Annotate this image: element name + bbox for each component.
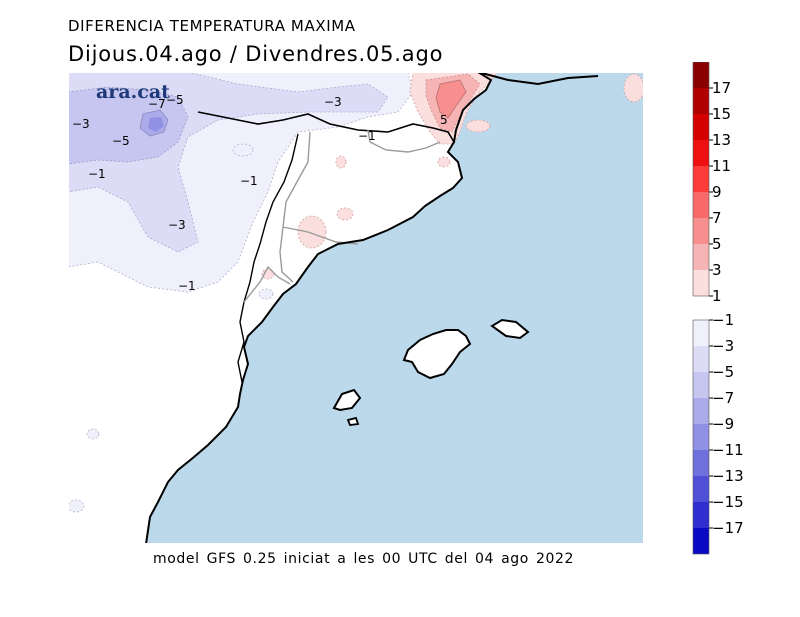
anomaly-neg-5 (68, 86, 189, 165)
colorbar-label: −3 (712, 337, 734, 355)
colorbar-label: −17 (712, 519, 744, 537)
colorbar-swatch (693, 450, 709, 476)
region-border (237, 133, 299, 383)
anomaly-neg-9 (148, 117, 164, 132)
anomaly-pos-patch (437, 156, 451, 168)
map-frame (68, 72, 644, 544)
colorbar-label: −9 (712, 415, 734, 433)
contour-label: 5 (440, 113, 448, 127)
colorbar-label: 7 (712, 209, 722, 227)
colorbar-label: −11 (712, 441, 744, 459)
colorbar-label: 15 (712, 105, 731, 123)
colorbar-swatch (693, 62, 709, 88)
anomaly-pos-patch (623, 73, 644, 103)
colorbar-label: −7 (712, 389, 734, 407)
anomaly-neg-patch (232, 143, 254, 157)
map-subtitle: Dijous.04.ago / Divendres.05.ago (68, 42, 444, 66)
contour-label: −3 (324, 95, 342, 109)
colorbar-swatch (693, 114, 709, 140)
menorca (490, 318, 530, 340)
colorbar-swatch (693, 166, 709, 192)
colorbar-swatch (693, 528, 709, 554)
contour-label: −1 (178, 279, 196, 293)
colorbar-frame-positive (692, 62, 710, 297)
colorbar-label: 13 (712, 131, 731, 149)
province-border (243, 129, 441, 303)
colorbar-label: −5 (712, 363, 734, 381)
colorbar-swatch (693, 140, 709, 166)
anomaly-pos-patch (335, 155, 347, 169)
temperature-map: ara.cat −7 −5 −3 −3 −5 −1 −1 −1 −3 −1 5 (68, 72, 644, 544)
contour-label: −1 (358, 129, 376, 143)
colorbar-swatch (693, 320, 709, 346)
map-title: DIFERENCIA TEMPERATURA MAXIMA (68, 17, 356, 35)
colorbar-swatch (693, 502, 709, 528)
anomaly-pos-patch (465, 119, 491, 133)
colorbar-label: 17 (712, 79, 731, 97)
colorbar-swatch (693, 218, 709, 244)
colorbar-label: −13 (712, 467, 744, 485)
contour-label: −1 (88, 167, 106, 181)
contour-label: −7 (148, 97, 166, 111)
colorbar-label: 5 (712, 235, 722, 253)
colorbar-swatch (693, 244, 709, 270)
france-coast (477, 72, 599, 86)
anomaly-neg-patch (68, 499, 85, 513)
colorbar-swatch (693, 476, 709, 502)
colorbar-label: −15 (712, 493, 744, 511)
anomaly-neg-patch (86, 428, 100, 440)
colorbar-label: 3 (712, 261, 722, 279)
logo: ara.cat (96, 81, 170, 103)
formentera (346, 416, 360, 426)
contour-label: −1 (240, 174, 258, 188)
colorbar-label: −1 (712, 311, 734, 329)
colorbar-swatch (693, 270, 709, 296)
colorbar-label: 11 (712, 157, 731, 175)
anomaly-pos-patch (297, 215, 327, 249)
mallorca (402, 329, 472, 380)
contour-label: −3 (168, 218, 186, 232)
colorbar-legend: 17 15 13 11 9 7 5 3 1 −1 −3 −5 −7 −9 −11 −13 −15 −17 (692, 62, 744, 555)
colorbar-swatch (693, 88, 709, 114)
contour-label: −5 (166, 93, 184, 107)
model-info: model GFS 0.25 iniciat a les 00 UTC del … (153, 551, 574, 567)
colorbar-swatch (693, 192, 709, 218)
anomaly-pos-5 (435, 79, 467, 119)
colorbar-label: 9 (712, 183, 722, 201)
contour-label: −5 (112, 134, 130, 148)
anomaly-neg-patch (258, 288, 274, 300)
colorbar-frame-negative (692, 319, 710, 555)
colorbar-swatch (693, 398, 709, 424)
colorbar-swatch (693, 346, 709, 372)
colorbar-swatch (693, 372, 709, 398)
country-border (197, 111, 455, 143)
coastline (145, 72, 493, 544)
ibiza (332, 388, 362, 412)
colorbar-swatch (693, 424, 709, 450)
contour-label: −3 (72, 117, 90, 131)
anomaly-pos-patch (336, 207, 354, 221)
colorbar-label: 1 (712, 287, 722, 305)
